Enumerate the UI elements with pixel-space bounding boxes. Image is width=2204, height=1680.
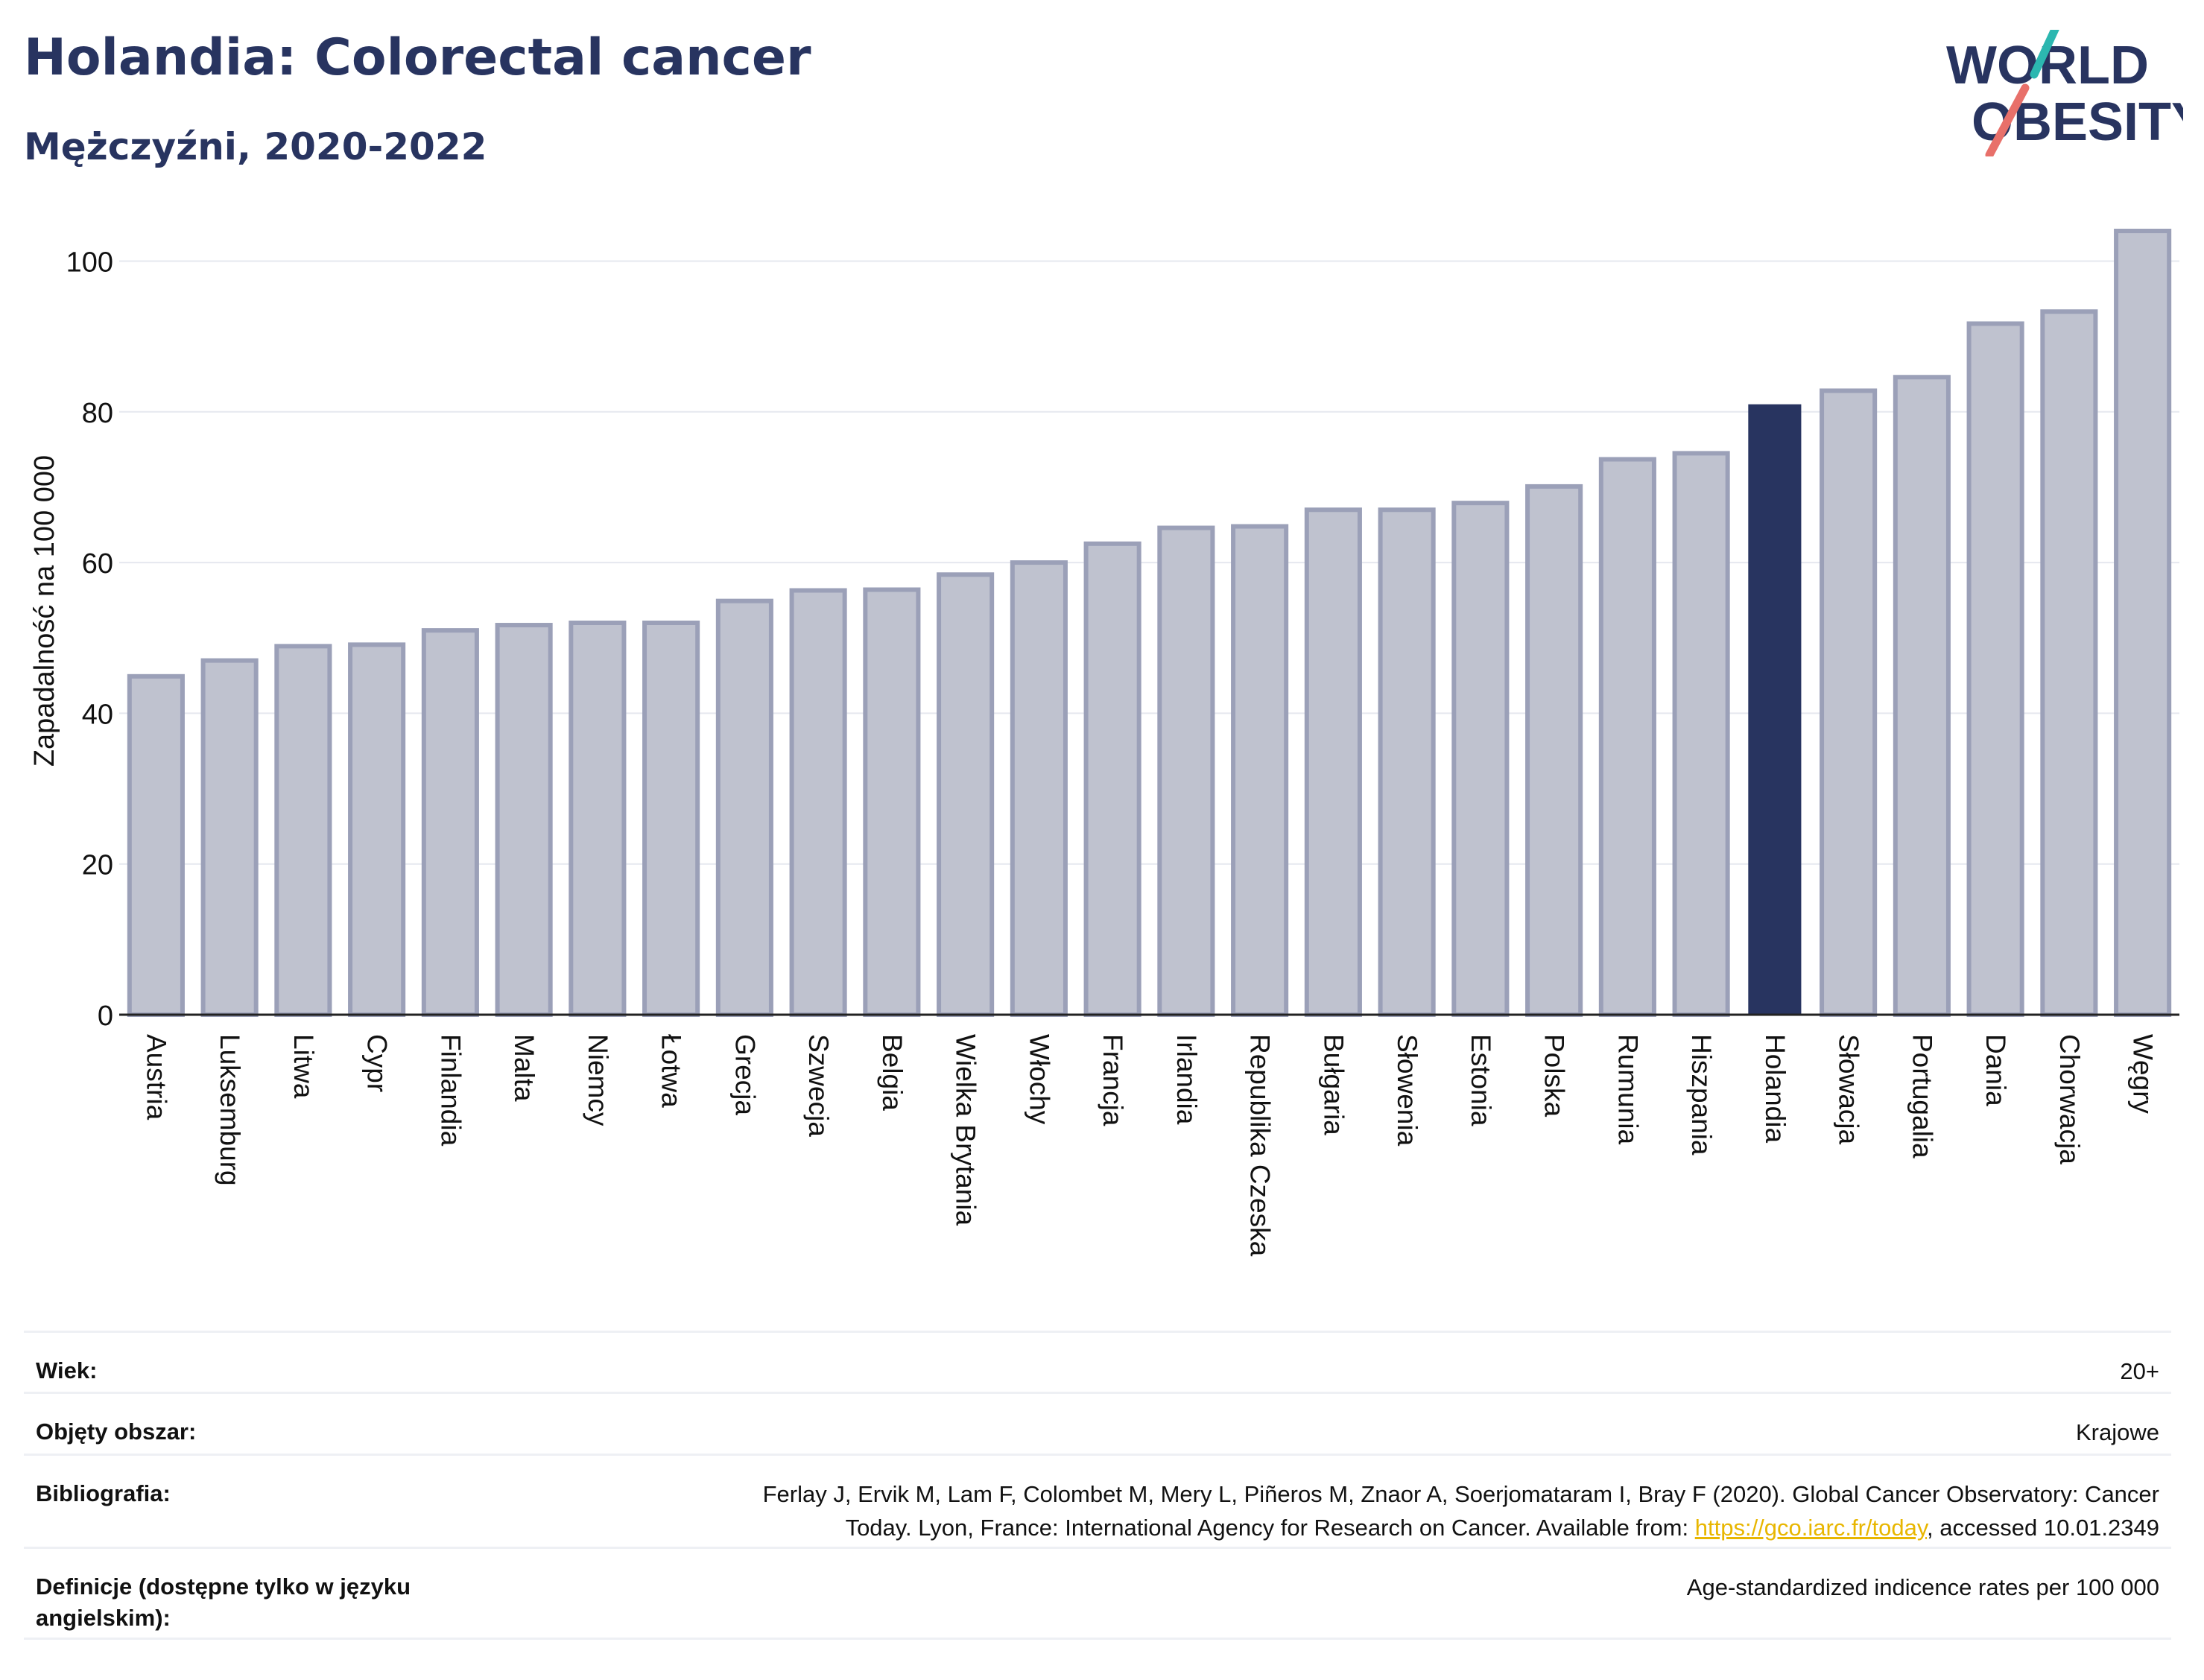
definitions-label: Definicje (dostępne tylko w języku angie…: [36, 1573, 411, 1631]
coverage-label: Objęty obszar:: [36, 1419, 197, 1445]
bar: [1157, 525, 1215, 1017]
bibliography-text-2: Today. Lyon, France: International Agenc…: [845, 1514, 1695, 1541]
y-tick-label: 100: [66, 247, 113, 278]
x-tick-label: Litwa: [288, 1034, 319, 1099]
bibliography-text-1: Ferlay J, Ervik M, Lam F, Colombet M, Me…: [762, 1481, 2159, 1507]
y-tick-label: 40: [82, 699, 113, 730]
bar: [569, 621, 627, 1017]
bibliography-text-3: , accessed 10.01.2349: [1927, 1514, 2159, 1541]
bar: [1304, 507, 1362, 1017]
age-label: Wiek:: [36, 1357, 98, 1383]
meta-row-definitions: Definicje (dostępne tylko w języku angie…: [24, 1547, 2171, 1640]
metadata-table: Wiek: 20+ Objęty obszar: Krajowe Bibliog…: [24, 1331, 2171, 1640]
bar: [1010, 560, 1068, 1017]
bar: [1893, 375, 1951, 1017]
bibliography-label: Bibliografia:: [36, 1480, 171, 1506]
bar: [1598, 457, 1656, 1017]
bar: [1966, 321, 2024, 1017]
x-tick-label: Irlandia: [1171, 1034, 1202, 1125]
x-tick-label: Francja: [1098, 1034, 1128, 1126]
bar: [1378, 507, 1436, 1017]
x-tick-label: Rumunia: [1612, 1034, 1643, 1144]
bar: [863, 587, 921, 1017]
x-tick-label: Bułgaria: [1318, 1034, 1349, 1135]
age-value: 20+: [2120, 1358, 2159, 1384]
bar: [1451, 501, 1510, 1017]
chart-subtitle: Mężczyźni, 2020-2022: [24, 125, 487, 168]
bar: [274, 644, 332, 1017]
bar: [715, 598, 773, 1017]
x-tick-label: Łotwa: [656, 1034, 687, 1108]
bar: [127, 673, 185, 1017]
bar: [348, 642, 406, 1017]
y-axis-label: Zapadalność na 100 000: [29, 455, 60, 767]
x-tick-label: Niemcy: [583, 1034, 613, 1126]
definitions-value: Age-standardized indicence rates per 100…: [1686, 1574, 2159, 1600]
bar: [1672, 451, 1730, 1017]
x-tick-label: Włochy: [1024, 1034, 1054, 1125]
bar: [1083, 541, 1141, 1017]
meta-row-age: Wiek: 20+: [24, 1331, 2171, 1392]
x-tick-label: Szwecja: [803, 1034, 834, 1137]
x-tick-label: Estonia: [1466, 1034, 1496, 1126]
y-tick-label: 80: [82, 398, 113, 429]
x-tick-label: Cypr: [362, 1034, 393, 1092]
meta-row-bibliography: Bibliografia: Ferlay J, Ervik M, Lam F, …: [24, 1454, 2171, 1547]
bar: [2114, 229, 2172, 1017]
x-tick-label: Hiszpania: [1686, 1034, 1717, 1156]
x-tick-label: Malta: [509, 1034, 539, 1102]
bar: [421, 628, 479, 1017]
bar-highlight: [1748, 404, 1802, 1015]
bar: [789, 588, 847, 1017]
bars-layer: [119, 229, 2179, 1017]
bar: [200, 658, 259, 1017]
bar: [642, 621, 700, 1017]
x-tick-label: Wielka Brytania: [951, 1034, 981, 1226]
logo-slash-coral: [1985, 83, 2030, 156]
chart-title: Holandia: Colorectal cancer: [24, 28, 811, 87]
y-tick-label: 20: [82, 850, 113, 881]
bar: [1231, 524, 1289, 1017]
x-tick-label: Belgia: [877, 1034, 908, 1111]
y-tick-label: 60: [82, 548, 113, 580]
x-tick-label: Dania: [1980, 1034, 2011, 1106]
bar: [495, 623, 553, 1017]
x-tick-label: Słowenia: [1392, 1034, 1422, 1147]
x-tick-label: Austria: [141, 1034, 171, 1120]
bibliography-link[interactable]: https://gco.iarc.fr/today: [1694, 1514, 1928, 1541]
world-obesity-logo: WORLD OBESITY: [1946, 30, 2183, 156]
x-tick-label: Węgry: [2128, 1034, 2159, 1114]
bibliography-value: Ferlay J, Ervik M, Lam F, Colombet M, Me…: [763, 1478, 2159, 1545]
x-tick-label: Grecja: [729, 1034, 760, 1115]
x-tick-label: Słowacja: [1834, 1034, 1864, 1144]
x-tick-label: Luksemburg: [215, 1034, 245, 1186]
coverage-value: Krajowe: [2076, 1419, 2159, 1445]
bar-chart: 0 20 40 60 80 100 Austria Luksemburg Litwa Cypr Fi…: [29, 229, 2179, 1257]
bar: [1820, 388, 1878, 1017]
bar: [937, 572, 995, 1017]
bar: [2040, 309, 2098, 1017]
logo-slash-teal: [2030, 30, 2059, 79]
x-tick-label: Holandia: [1760, 1034, 1790, 1143]
x-tick-label: Finlandia: [435, 1034, 466, 1147]
bar: [1525, 484, 1583, 1017]
x-tick-label: Portugalia: [1907, 1034, 1937, 1158]
meta-row-coverage: Objęty obszar: Krajowe: [24, 1392, 2171, 1454]
x-tick-label: Polska: [1539, 1034, 1570, 1117]
x-tick-label: Chorwacja: [2054, 1034, 2085, 1164]
labels-layer: 0 20 40 60 80 100 Austria Luksemburg Litwa Cypr Fi…: [66, 247, 2159, 1256]
x-tick-label: Republika Czeska: [1245, 1034, 1276, 1257]
y-tick-label: 0: [98, 1001, 113, 1032]
